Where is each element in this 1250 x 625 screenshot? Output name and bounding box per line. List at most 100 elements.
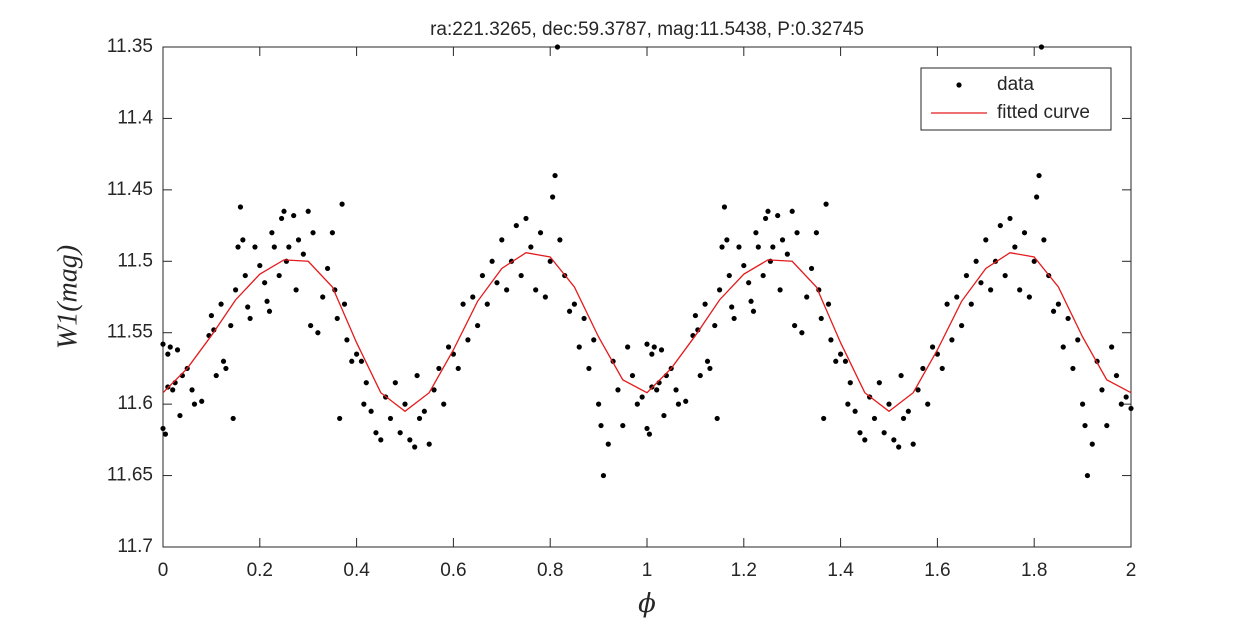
data-point	[278, 215, 285, 222]
data-point	[566, 308, 573, 314]
data-point	[513, 222, 519, 229]
data-point	[271, 244, 277, 250]
data-point	[162, 431, 169, 437]
data-point	[1084, 472, 1091, 479]
data-point	[753, 230, 759, 236]
data-point	[484, 301, 490, 307]
data-point	[1065, 315, 1071, 322]
data-point	[308, 322, 314, 329]
data-point	[160, 341, 166, 347]
data-point	[460, 301, 466, 307]
data-point	[189, 387, 195, 393]
data-point	[266, 308, 273, 314]
data-point	[959, 322, 965, 329]
data-point	[160, 425, 166, 432]
y-tick-label: 11.5	[117, 250, 153, 271]
data-point	[644, 341, 650, 347]
data-point	[646, 431, 653, 437]
data-point	[373, 430, 379, 436]
data-point	[661, 412, 667, 419]
data-point	[499, 237, 505, 243]
data-point	[954, 294, 960, 300]
fitted-curve	[162, 252, 1132, 413]
data-point	[1060, 344, 1066, 350]
data-point	[470, 294, 476, 300]
data-point	[978, 280, 984, 286]
data-point	[262, 280, 268, 286]
x-tick-label: 0.2	[247, 560, 273, 581]
data-point	[792, 322, 798, 329]
data-point	[915, 387, 921, 393]
data-point	[228, 322, 234, 329]
x-tick-label: 2	[1126, 560, 1137, 581]
data-point	[537, 230, 544, 236]
data-point	[862, 437, 868, 443]
data-point	[731, 315, 737, 322]
data-point	[337, 415, 343, 422]
data-point	[910, 441, 916, 447]
data-point	[821, 415, 827, 422]
data-point	[654, 387, 660, 393]
data-point	[174, 347, 181, 353]
y-tick-label: 11.4	[117, 107, 153, 128]
data-point	[242, 272, 248, 279]
data-point	[789, 208, 795, 214]
data-point	[900, 415, 907, 422]
data-point	[823, 201, 829, 207]
data-point	[765, 208, 771, 214]
data-point	[598, 422, 604, 429]
data-point	[983, 237, 989, 243]
data-point	[378, 437, 384, 443]
data-point	[929, 344, 936, 350]
data-point	[842, 358, 849, 364]
data-point	[939, 365, 945, 372]
data-point	[455, 365, 461, 372]
data-point	[344, 337, 350, 343]
data-point	[475, 322, 481, 329]
data-point	[804, 294, 810, 300]
data-point	[426, 441, 432, 447]
data-point	[634, 401, 640, 407]
data-point	[644, 425, 650, 432]
data-point	[218, 301, 224, 307]
data-point	[368, 408, 374, 414]
data-point	[717, 287, 723, 293]
data-point	[702, 301, 708, 307]
data-point	[407, 437, 413, 443]
data-point	[554, 44, 561, 50]
data-point	[441, 401, 447, 407]
data-point	[479, 272, 486, 279]
data-point	[421, 408, 427, 414]
y-tick-label: 11.6	[117, 393, 153, 414]
data-point	[719, 244, 725, 250]
x-tick-label: 0.4	[343, 560, 370, 581]
data-point	[988, 287, 994, 293]
data-point	[1128, 405, 1134, 412]
y-tick-label: 11.7	[117, 536, 153, 557]
data-point	[300, 251, 306, 257]
data-point	[1070, 365, 1076, 372]
data-point	[361, 401, 367, 407]
y-tick-label: 11.55	[107, 322, 153, 343]
data-point	[1017, 287, 1023, 293]
data-point	[557, 237, 563, 243]
x-tick-label: 1	[642, 560, 653, 581]
data-point	[712, 322, 718, 329]
data-point	[550, 194, 556, 200]
data-point	[748, 298, 754, 304]
x-tick-label: 0.8	[537, 560, 563, 581]
data-point	[489, 258, 495, 264]
data-point	[721, 204, 728, 210]
data-point	[397, 430, 403, 436]
data-point	[445, 344, 452, 350]
data-point	[760, 272, 766, 279]
legend-box	[920, 67, 1112, 131]
data-point	[1109, 344, 1115, 350]
data-point	[886, 401, 892, 407]
data-point	[320, 294, 326, 300]
data-point	[707, 365, 713, 372]
data-point	[547, 258, 553, 264]
data-point	[963, 272, 970, 279]
data-point	[755, 244, 761, 250]
data-point	[876, 380, 882, 386]
